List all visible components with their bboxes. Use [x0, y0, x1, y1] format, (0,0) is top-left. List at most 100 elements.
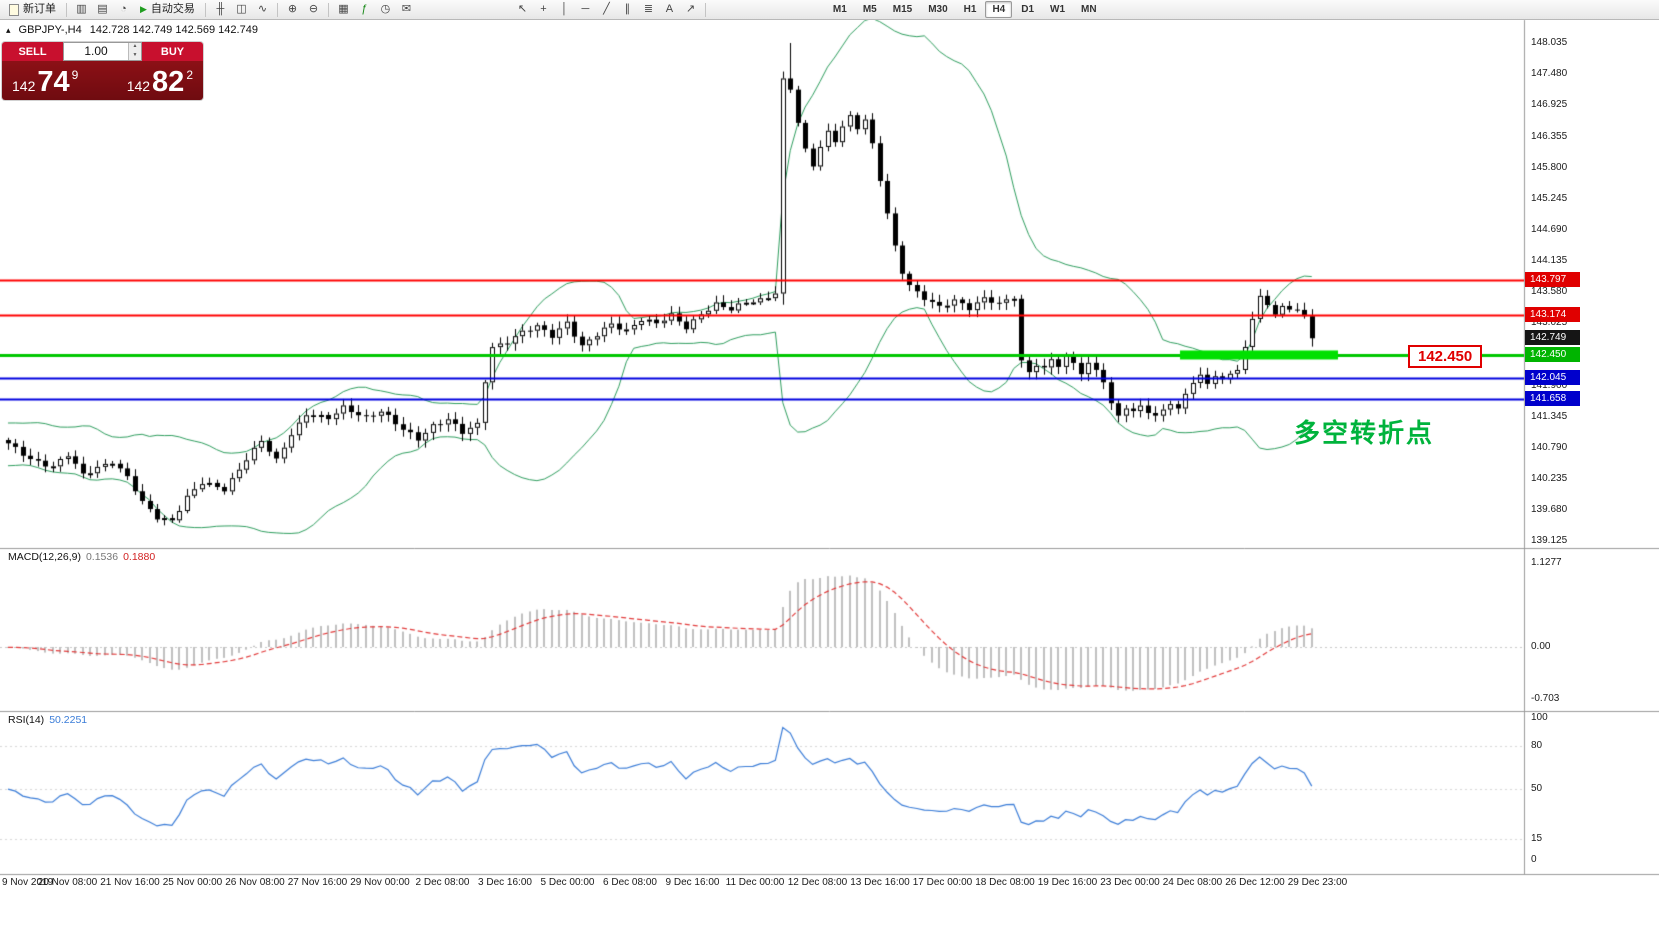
volume-input[interactable]: 1.00 ▲ ▼: [63, 42, 142, 61]
timeframe-h4[interactable]: H4: [985, 1, 1013, 18]
time-tick: 29 Nov 00:00: [350, 877, 410, 888]
price-tick: 143.580: [1531, 285, 1568, 297]
price-tick: 145.800: [1531, 161, 1568, 173]
buy-price-big: 82: [152, 66, 185, 98]
trendline-icon[interactable]: ╱: [603, 3, 610, 15]
zoom-in-icon[interactable]: ⊕: [287, 3, 298, 15]
time-tick: 19 Dec 16:00: [1037, 877, 1098, 888]
time-tick: 27 Nov 16:00: [287, 877, 348, 888]
rsi-scale-tick: 100: [1531, 712, 1548, 723]
new-order-button[interactable]: 新订单: [4, 1, 61, 18]
buy-button[interactable]: BUY: [142, 42, 203, 61]
rsi-name: RSI(14): [8, 714, 45, 726]
buy-price[interactable]: 142 82 2: [126, 66, 193, 98]
timeframe-m1[interactable]: M1: [832, 4, 847, 15]
timeframe-mn[interactable]: MN: [1081, 4, 1097, 15]
time-tick: 20 Nov 08:00: [37, 877, 98, 888]
price-level-box[interactable]: 142.450: [1408, 345, 1483, 368]
rsi-scale-tick: 15: [1531, 832, 1543, 844]
toolbar-group-drawing: ↖ + │ ─ ╱ ∥ ≣ A ↗: [512, 1, 701, 18]
toolbar-separator: [327, 2, 329, 17]
indicators-icon[interactable]: ƒ: [361, 3, 368, 15]
zoom-out-icon[interactable]: ⊖: [308, 3, 319, 15]
channel-icon[interactable]: ∥: [624, 3, 631, 15]
arrows-icon[interactable]: ↗: [685, 3, 696, 15]
time-tick: 9 Dec 16:00: [665, 877, 720, 888]
autotrade-button[interactable]: ▶ 自动交易: [135, 1, 200, 18]
toolbar-separator: [276, 2, 278, 17]
vertical-line-icon[interactable]: │: [560, 3, 568, 15]
text-icon[interactable]: A: [665, 3, 674, 15]
profiles-icon[interactable]: ▤: [97, 3, 108, 15]
time-tick: 24 Dec 08:00: [1162, 877, 1223, 888]
bar-chart-icon[interactable]: ╫: [216, 3, 225, 15]
timeframe-d1[interactable]: D1: [1021, 4, 1035, 15]
tile-windows-icon[interactable]: ▦: [338, 3, 349, 15]
toolbar-group-windows: ▥ ▤ ◔: [71, 1, 134, 18]
time-axis[interactable]: 9 Nov 2019 20 Nov 08:00 21 Nov 16:00 25 Nov…: [0, 877, 1524, 895]
charts-window-icon[interactable]: ▥: [76, 3, 87, 15]
trade-prices: 142 74 9 142 82 2: [2, 61, 203, 100]
price-tick: 144.690: [1531, 223, 1568, 235]
refresh-icon[interactable]: ◔: [120, 3, 127, 15]
time-tick: 9 Nov 2019: [2, 877, 54, 888]
mail-icon[interactable]: ✉: [401, 3, 412, 15]
price-line-tag: 142.045: [1525, 369, 1580, 385]
timeframe-h1[interactable]: H1: [963, 4, 977, 15]
sell-price-base: 142: [12, 78, 36, 94]
timeframe-m15[interactable]: M15: [892, 4, 913, 15]
time-tick: 25 Nov 00:00: [162, 877, 223, 888]
macd-signal-value: 0.1880: [123, 551, 156, 563]
timeframe-w1[interactable]: W1: [1050, 4, 1066, 15]
one-click-trading-panel: SELL 1.00 ▲ ▼ BUY 142 74 9 142 82 2: [2, 42, 203, 100]
price-tick: 139.125: [1531, 534, 1568, 546]
volume-up-icon[interactable]: ▲: [132, 43, 138, 49]
buy-price-base: 142: [126, 78, 151, 94]
cursor-icon[interactable]: ↖: [517, 3, 528, 15]
rsi-label: RSI(14) 50.2251: [8, 714, 87, 726]
price-tick: 148.035: [1531, 37, 1568, 48]
new-order-icon: [9, 3, 19, 16]
macd-scale-tick: -0.703: [1531, 693, 1560, 705]
time-tick: 3 Dec 16:00: [478, 877, 532, 888]
chart-title: ▴ GBPJPY-,H4 142.728 142.749 142.569 142…: [6, 24, 258, 36]
price-line-tag: 141.658: [1525, 391, 1580, 407]
line-chart-icon[interactable]: ∿: [257, 3, 268, 15]
collapse-icon[interactable]: ▴: [6, 24, 11, 35]
toolbar-group-timeframes: M1 M5 M15 M30 H1 H4 D1 W1 MN: [825, 1, 1105, 18]
symbol-period: GBPJPY-,H4: [18, 24, 82, 36]
toolbar-separator: [204, 2, 206, 17]
current-price-tag: 142.749: [1525, 330, 1580, 346]
volume-down-icon[interactable]: ▼: [132, 51, 138, 58]
timeframe-m30[interactable]: M30: [928, 4, 948, 15]
period-icon[interactable]: ◷: [380, 3, 391, 15]
autotrade-play-icon: ▶: [140, 4, 147, 14]
candlestick-chart-icon[interactable]: ◫: [236, 3, 247, 15]
sell-price[interactable]: 142 74 9: [12, 68, 78, 97]
time-tick: 26 Nov 08:00: [225, 877, 285, 888]
new-order-label: 新订单: [23, 3, 56, 15]
price-axis[interactable]: 148.035 147.480 146.925 146.355 145.800 145.2…: [1524, 0, 1659, 946]
horizontal-line-icon[interactable]: ─: [581, 3, 590, 15]
fibonacci-icon[interactable]: ≣: [643, 3, 654, 15]
time-tick: 5 Dec 00:00: [540, 877, 595, 888]
price-tick: 140.235: [1531, 472, 1568, 484]
rsi-value: 50.2251: [49, 714, 88, 726]
time-tick: 12 Dec 08:00: [787, 877, 848, 888]
timeframe-m5[interactable]: M5: [862, 4, 877, 15]
time-tick: 21 Nov 16:00: [100, 877, 160, 888]
time-tick: 18 Dec 08:00: [975, 877, 1035, 888]
toolbar-separator: [704, 2, 706, 17]
sell-button[interactable]: SELL: [2, 42, 63, 61]
crosshair-icon[interactable]: +: [540, 3, 547, 15]
macd-scale-tick: 0.00: [1531, 641, 1551, 652]
turning-point-annotation[interactable]: 多空转折点: [1294, 418, 1435, 448]
ohlc-values: 142.728 142.749 142.569 142.749: [89, 24, 258, 36]
price-tick: 147.480: [1531, 68, 1568, 79]
main-toolbar: 新订单 ▥ ▤ ◔ ▶ 自动交易 ╫ ◫ ∿ ⊕ ⊖ ▦ ƒ ◷ ✉ ↖ + │ ─ ╱ ∥ ≣ A ↗ M1 M…: [0, 0, 1659, 20]
price-tick: 146.355: [1531, 130, 1568, 142]
volume-spinner: ▲ ▼: [128, 43, 141, 60]
volume-value[interactable]: 1.00: [84, 44, 108, 58]
